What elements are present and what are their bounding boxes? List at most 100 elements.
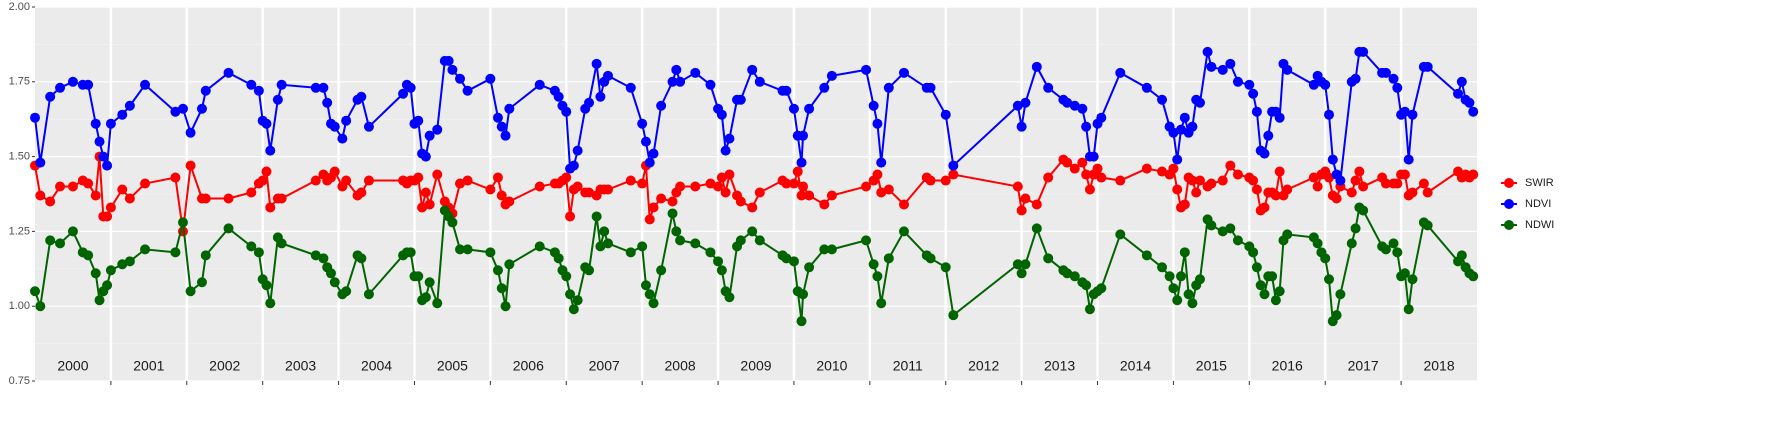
data-point bbox=[561, 271, 572, 282]
y-tick-label: 1.50 bbox=[9, 151, 30, 163]
data-point bbox=[1399, 169, 1410, 180]
y-tick-label: 1.75 bbox=[9, 76, 30, 88]
data-point bbox=[1206, 220, 1217, 231]
year-label: 2016 bbox=[1272, 358, 1303, 374]
data-point bbox=[640, 136, 651, 147]
data-point bbox=[804, 262, 815, 273]
data-point bbox=[925, 253, 936, 264]
data-point bbox=[565, 289, 576, 300]
data-point bbox=[1358, 205, 1369, 216]
data-point bbox=[724, 133, 735, 144]
data-point bbox=[876, 157, 887, 168]
data-point bbox=[329, 121, 340, 132]
data-point bbox=[603, 238, 614, 249]
data-point bbox=[1084, 184, 1095, 195]
data-point bbox=[690, 238, 701, 249]
data-point bbox=[1282, 229, 1293, 240]
year-label: 2006 bbox=[513, 358, 544, 374]
data-point bbox=[1069, 163, 1080, 174]
data-point bbox=[496, 121, 507, 132]
data-point bbox=[1392, 82, 1403, 93]
data-point bbox=[1312, 238, 1323, 249]
data-point bbox=[1308, 79, 1319, 90]
data-point bbox=[819, 244, 830, 255]
data-point bbox=[561, 172, 572, 183]
data-point bbox=[420, 292, 431, 303]
data-point bbox=[1403, 154, 1414, 165]
data-point bbox=[1206, 178, 1217, 189]
data-point bbox=[1012, 259, 1023, 270]
data-point bbox=[735, 235, 746, 246]
data-point bbox=[644, 157, 655, 168]
data-point bbox=[754, 76, 765, 87]
data-point bbox=[253, 85, 264, 96]
data-point bbox=[713, 256, 724, 267]
data-point bbox=[1217, 226, 1228, 237]
data-point bbox=[98, 151, 109, 162]
data-point bbox=[504, 196, 515, 207]
data-point bbox=[67, 76, 78, 87]
data-point bbox=[644, 289, 655, 300]
data-point bbox=[1422, 187, 1433, 198]
data-point bbox=[462, 85, 473, 96]
data-point bbox=[257, 175, 268, 186]
data-point bbox=[462, 175, 473, 186]
data-point bbox=[261, 118, 272, 129]
data-point bbox=[432, 124, 443, 135]
data-point bbox=[1183, 289, 1194, 300]
data-point bbox=[35, 157, 46, 168]
data-point bbox=[1031, 223, 1042, 234]
data-point bbox=[318, 253, 329, 264]
data-point bbox=[948, 310, 959, 321]
data-point bbox=[1164, 271, 1175, 282]
data-point bbox=[948, 160, 959, 171]
data-point bbox=[534, 241, 545, 252]
data-point bbox=[200, 85, 211, 96]
data-point bbox=[671, 64, 682, 75]
data-point bbox=[1244, 79, 1255, 90]
data-point bbox=[196, 277, 207, 288]
year-label: 2000 bbox=[57, 358, 88, 374]
y-tick-label: 2.00 bbox=[9, 1, 30, 13]
data-point bbox=[1388, 73, 1399, 84]
data-point bbox=[363, 175, 374, 186]
data-point bbox=[1388, 238, 1399, 249]
data-point bbox=[868, 259, 879, 270]
data-point bbox=[1251, 106, 1262, 117]
data-point bbox=[872, 118, 883, 129]
data-point bbox=[1324, 172, 1335, 183]
data-point bbox=[276, 79, 287, 90]
data-point bbox=[1274, 286, 1285, 297]
data-point bbox=[648, 148, 659, 159]
data-point bbox=[705, 247, 716, 258]
data-point bbox=[1232, 76, 1243, 87]
data-point bbox=[1115, 229, 1126, 240]
data-point bbox=[1380, 178, 1391, 189]
data-point bbox=[1172, 184, 1183, 195]
data-point bbox=[747, 64, 758, 75]
data-point bbox=[716, 109, 727, 120]
data-point bbox=[1331, 310, 1342, 321]
data-point bbox=[246, 241, 257, 252]
data-point bbox=[55, 82, 66, 93]
y-tick-label: 0.75 bbox=[9, 375, 30, 387]
data-point bbox=[265, 202, 276, 213]
data-point bbox=[625, 247, 636, 258]
data-point bbox=[603, 184, 614, 195]
data-point bbox=[940, 109, 951, 120]
data-point bbox=[948, 169, 959, 180]
data-point bbox=[1084, 304, 1095, 315]
data-point bbox=[500, 301, 511, 312]
data-point bbox=[625, 175, 636, 186]
data-point bbox=[200, 250, 211, 261]
data-point bbox=[675, 235, 686, 246]
data-point bbox=[30, 112, 40, 123]
data-point bbox=[735, 94, 746, 105]
data-point bbox=[876, 187, 887, 198]
data-point bbox=[595, 91, 606, 102]
data-point bbox=[140, 244, 151, 255]
data-point bbox=[325, 268, 336, 279]
data-point bbox=[246, 79, 257, 90]
data-point bbox=[310, 82, 321, 93]
